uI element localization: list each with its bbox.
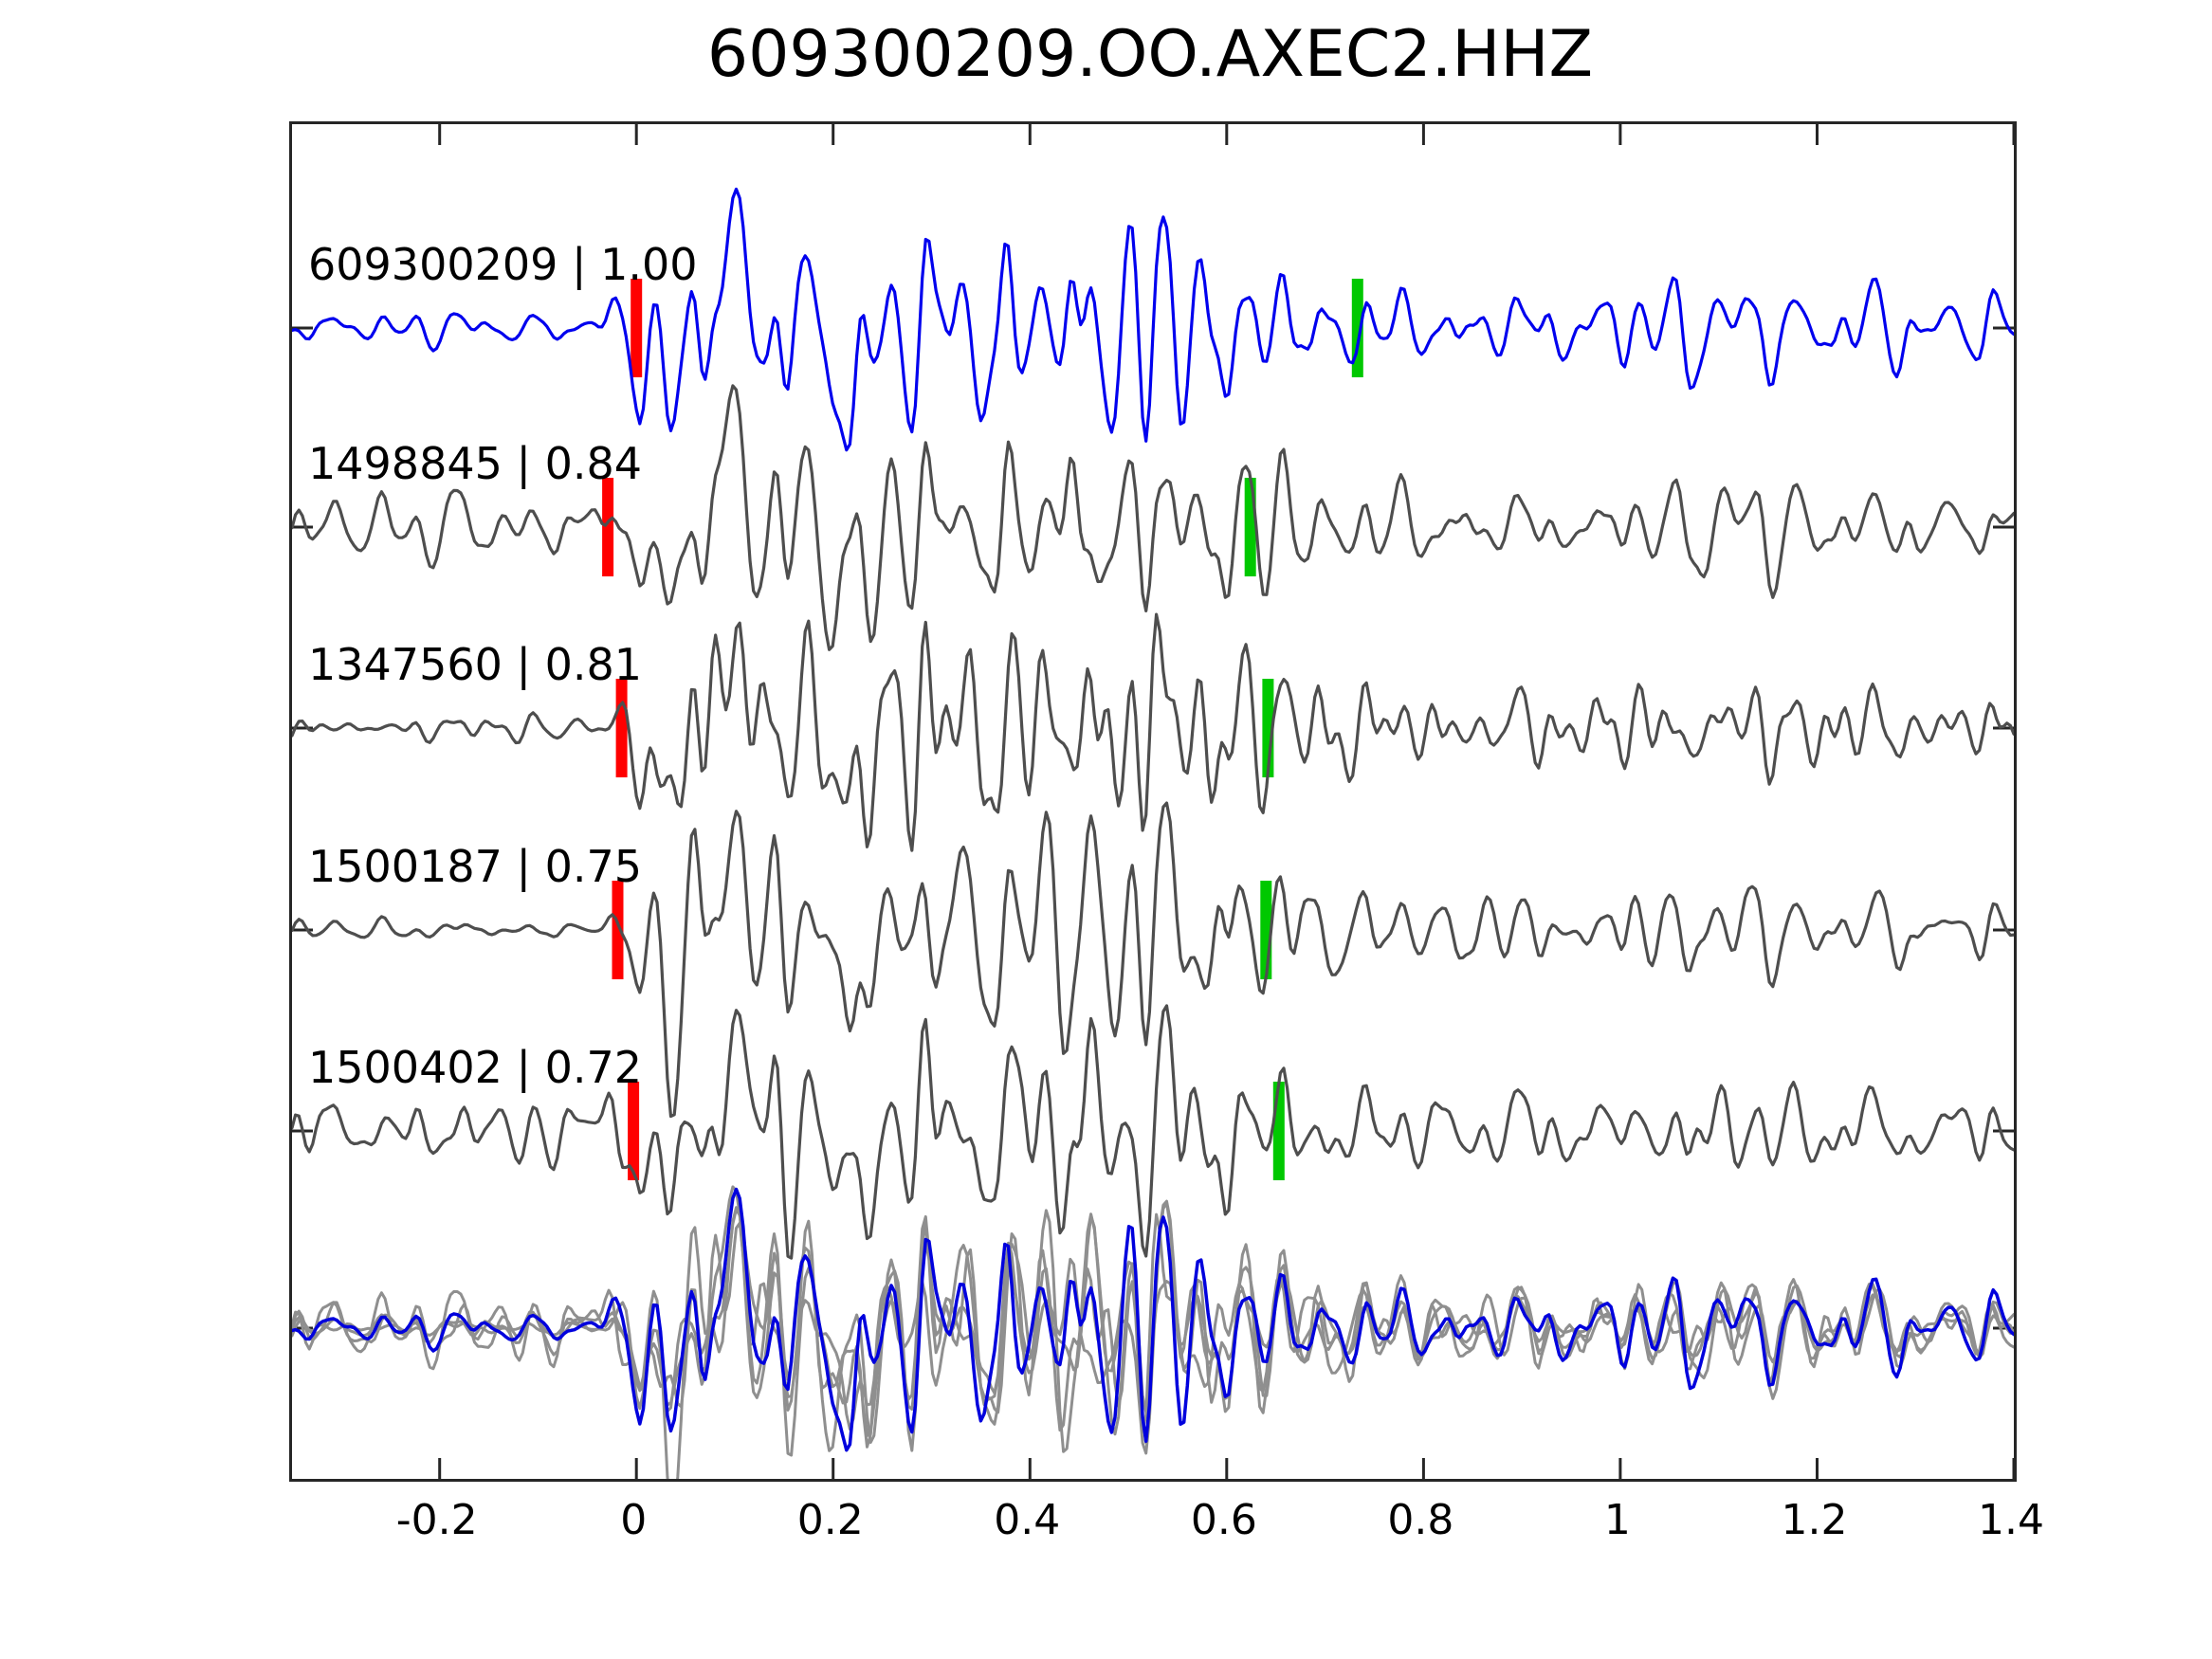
- trace-label-1500402: 1500402 | 0.72: [308, 1042, 643, 1093]
- waveform-trace-1347560: [292, 612, 2014, 852]
- waveform-canvas: [292, 124, 2014, 1479]
- x-tick-label-1.4: 1.4: [1978, 1496, 2044, 1544]
- red-pick-marker-1347560: [615, 679, 628, 777]
- red-pick-marker-1500187: [612, 881, 624, 979]
- trace-label-609300209: 609300209 | 1.00: [308, 239, 698, 290]
- trace-label-1498845: 1498845 | 0.84: [308, 438, 643, 489]
- x-tick-label-1.2: 1.2: [1781, 1496, 1848, 1544]
- x-tick-label-0.6: 0.6: [1190, 1496, 1257, 1544]
- waveform-trace-609300209: [292, 187, 2014, 452]
- x-tick-label-0.8: 0.8: [1387, 1496, 1454, 1544]
- green-pick-marker-609300209: [1351, 279, 1363, 377]
- green-pick-marker-1500402: [1272, 1082, 1285, 1180]
- x-tick-label-1: 1: [1603, 1496, 1631, 1544]
- x-tick-label-0: 0: [620, 1496, 648, 1544]
- trace-label-1347560: 1347560 | 0.81: [308, 639, 643, 690]
- red-pick-marker-609300209: [631, 279, 643, 377]
- overlay-waveform-template: [292, 1187, 2014, 1452]
- waveform-trace-1500402: [292, 1004, 2014, 1260]
- waveform-trace-1500187: [292, 801, 2014, 1119]
- x-tick-label-0.4: 0.4: [994, 1496, 1061, 1544]
- plot-area: [289, 121, 2017, 1482]
- x-tick-label-0.2: 0.2: [796, 1496, 864, 1544]
- red-pick-marker-1500402: [628, 1082, 640, 1180]
- red-pick-marker-1498845: [602, 478, 614, 576]
- plot-title: 609300209.OO.AXEC2.HHZ: [706, 17, 1594, 92]
- waveform-trace-1498845: [292, 384, 2014, 651]
- trace-label-1500187: 1500187 | 0.75: [308, 841, 643, 892]
- x-tick-label--0.2: -0.2: [395, 1496, 478, 1544]
